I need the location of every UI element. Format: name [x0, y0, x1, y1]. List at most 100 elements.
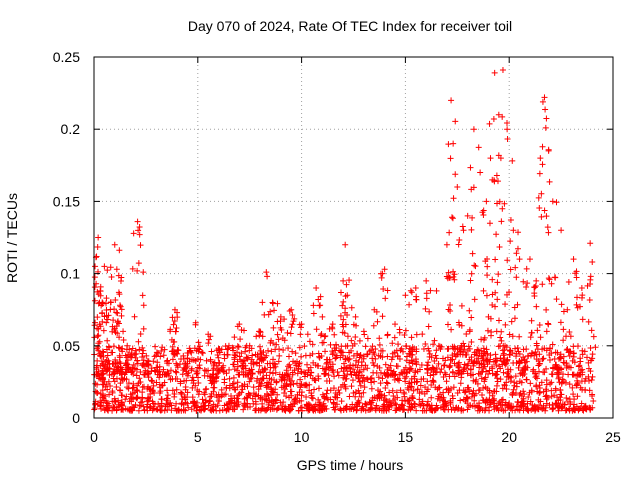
- scatter-point: [501, 359, 508, 366]
- band-point: [472, 390, 479, 397]
- data-point: [518, 357, 525, 364]
- data-point: [340, 277, 347, 284]
- band-point: [139, 350, 146, 357]
- band-point: [221, 402, 228, 409]
- band-point: [398, 345, 405, 352]
- data-point: [288, 306, 295, 313]
- band-point: [533, 382, 540, 389]
- scatter-point: [499, 205, 506, 212]
- scatter-point: [111, 326, 118, 333]
- band-point: [560, 353, 567, 360]
- band-point: [590, 398, 597, 405]
- band-point: [367, 375, 374, 382]
- scatter-point: [327, 341, 334, 348]
- scatter-point: [100, 362, 107, 369]
- band-point: [513, 380, 520, 387]
- band-point: [368, 385, 375, 392]
- scatter-point: [452, 118, 459, 125]
- scatter-point: [531, 284, 538, 291]
- data-point: [483, 198, 490, 205]
- band-point: [156, 403, 163, 410]
- data-point: [495, 111, 502, 118]
- scatter-point: [258, 351, 265, 358]
- band-point: [529, 405, 536, 412]
- band-point: [189, 374, 196, 381]
- x-tick-label: 5: [194, 429, 202, 445]
- scatter-point: [104, 337, 111, 344]
- band-point: [178, 356, 185, 363]
- scatter-point: [205, 340, 212, 347]
- data-point: [94, 371, 101, 378]
- scatter-point: [406, 301, 413, 308]
- scatter-point: [108, 274, 115, 281]
- y-tick-label: 0.15: [53, 193, 80, 209]
- data-point: [429, 364, 436, 371]
- scatter-point: [137, 368, 144, 375]
- scatter-point: [500, 352, 507, 359]
- band-point: [505, 374, 512, 381]
- band-point: [160, 352, 167, 359]
- band-point: [195, 374, 202, 381]
- band-point: [503, 385, 510, 392]
- band-point: [543, 400, 550, 407]
- scatter-point: [208, 348, 215, 355]
- band-point: [97, 397, 104, 404]
- scatter-point: [108, 349, 115, 356]
- band-point: [401, 393, 408, 400]
- band-point: [192, 382, 199, 389]
- band-point: [569, 357, 576, 364]
- band-point: [177, 361, 184, 368]
- band-point: [405, 397, 412, 404]
- scatter-point: [586, 296, 593, 303]
- band-point: [126, 398, 133, 405]
- band-point: [558, 379, 565, 386]
- band-point: [405, 407, 412, 414]
- band-point: [134, 360, 141, 367]
- band-point: [137, 402, 144, 409]
- scatter-point: [212, 374, 219, 381]
- band-point: [184, 400, 191, 407]
- scatter-point: [91, 322, 98, 329]
- scatter-point: [270, 364, 277, 371]
- band-point: [296, 359, 303, 366]
- band-point: [287, 406, 294, 413]
- band-point: [432, 352, 439, 359]
- band-point: [383, 398, 390, 405]
- scatter-point: [456, 321, 463, 328]
- scatter-point: [585, 359, 592, 366]
- band-point: [435, 342, 442, 349]
- band-point: [256, 343, 263, 350]
- band-point: [504, 402, 511, 409]
- band-point: [510, 386, 517, 393]
- scatter-point: [445, 141, 452, 148]
- band-point: [579, 366, 586, 373]
- scatter-point: [356, 337, 363, 344]
- band-point: [465, 386, 472, 393]
- band-point: [208, 393, 215, 400]
- band-point: [201, 406, 208, 413]
- scatter-point: [451, 271, 458, 278]
- scatter-point: [103, 346, 110, 353]
- band-point: [367, 401, 374, 408]
- scatter-point: [96, 350, 103, 357]
- band-point: [487, 399, 494, 406]
- band-point: [349, 377, 356, 384]
- scatter-point: [117, 360, 124, 367]
- data-point: [120, 328, 127, 335]
- scatter-point: [457, 349, 464, 356]
- scatter-point: [304, 361, 311, 368]
- scatter-point: [355, 373, 362, 380]
- band-point: [252, 398, 259, 405]
- band-point: [150, 405, 157, 412]
- data-point: [537, 155, 544, 162]
- scatter-point: [171, 351, 178, 358]
- x-tick-label: 20: [501, 429, 517, 445]
- band-point: [255, 386, 262, 393]
- band-point: [589, 391, 596, 398]
- scatter-point: [527, 334, 534, 341]
- band-point: [241, 400, 248, 407]
- band-point: [543, 365, 550, 372]
- band-point: [241, 381, 248, 388]
- scatter-point: [533, 342, 540, 349]
